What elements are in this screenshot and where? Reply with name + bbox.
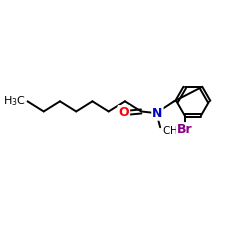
- Text: CH$_3$: CH$_3$: [162, 124, 183, 138]
- Text: H$_3$C: H$_3$C: [3, 94, 26, 108]
- Text: N: N: [152, 107, 162, 120]
- Text: O: O: [118, 106, 129, 119]
- Text: Br: Br: [177, 123, 192, 136]
